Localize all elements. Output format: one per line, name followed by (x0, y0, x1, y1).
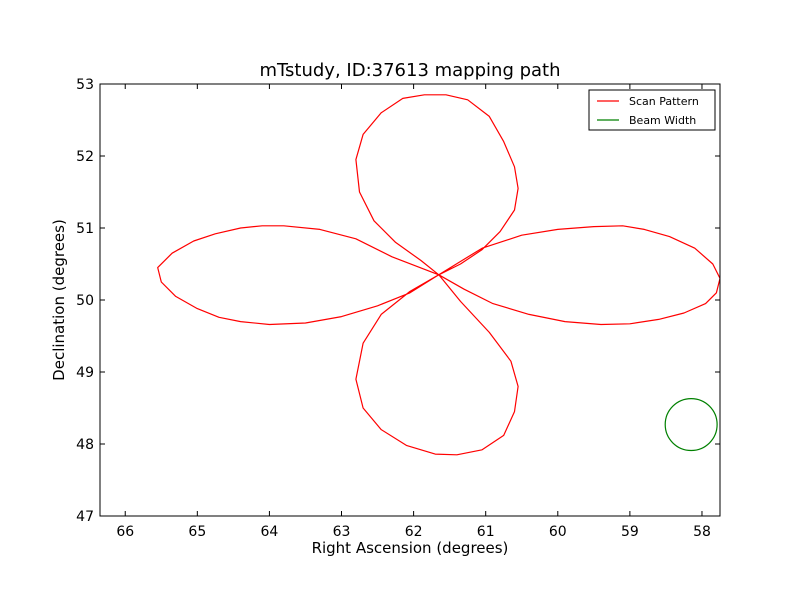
x-axis: 66 65 64 63 62 61 60 59 58 (116, 84, 711, 540)
x-tick-label: 62 (405, 524, 423, 540)
chart-title: mTstudy, ID:37613 mapping path (259, 60, 560, 81)
x-tick-label: 65 (188, 524, 206, 540)
y-tick-label: 49 (76, 365, 94, 381)
y-tick-label: 52 (76, 149, 94, 165)
x-tick-label: 61 (477, 524, 495, 540)
x-axis-label: Right Ascension (degrees) (312, 539, 509, 557)
scan-pattern-line (157, 94, 720, 456)
plot-frame (99, 83, 721, 517)
x-tick-label: 58 (693, 524, 711, 540)
y-tick-label: 50 (76, 293, 94, 309)
x-tick-label: 64 (261, 524, 279, 540)
plot-area (157, 94, 720, 456)
legend-label-beam-width: Beam Width (629, 114, 696, 127)
y-tick-label: 48 (76, 437, 94, 453)
beam-width-circle (664, 398, 718, 452)
y-tick-label: 51 (76, 221, 94, 237)
y-axis-label: Declination (degrees) (50, 219, 68, 381)
x-tick-label: 66 (116, 524, 134, 540)
x-tick-label: 63 (333, 524, 351, 540)
x-tick-label: 59 (621, 524, 639, 540)
legend: Scan Pattern Beam Width (588, 89, 716, 131)
legend-box (588, 89, 716, 131)
y-axis: 47 48 49 50 51 52 53 (76, 77, 720, 525)
legend-label-scan-pattern: Scan Pattern (629, 95, 699, 108)
y-tick-label: 47 (76, 509, 94, 525)
y-tick-label: 53 (76, 77, 94, 93)
x-tick-label: 60 (549, 524, 567, 540)
